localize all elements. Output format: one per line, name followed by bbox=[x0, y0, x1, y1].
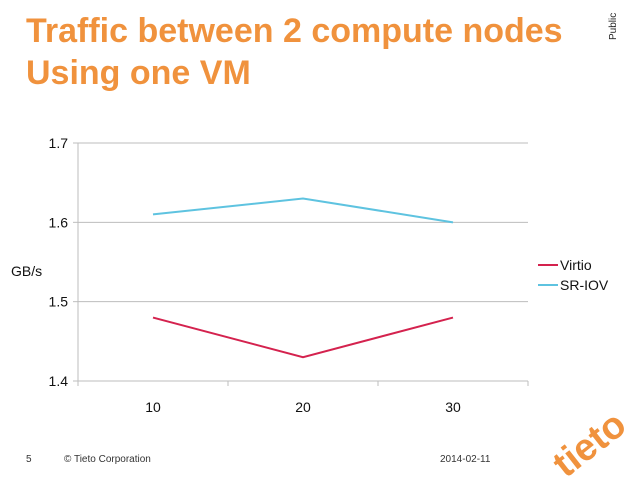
y-tick-label: 1.5 bbox=[49, 294, 69, 310]
series-line-sr-iov bbox=[152, 197, 454, 224]
x-tick-label: 20 bbox=[295, 399, 311, 415]
title-line-2: Using one VM bbox=[26, 54, 251, 92]
y-axis-label: GB/s bbox=[11, 263, 42, 279]
legend-label: SR-IOV bbox=[560, 277, 609, 293]
x-tick-label: 10 bbox=[145, 399, 161, 415]
footer-date: 2014-02-11 bbox=[440, 454, 491, 465]
page-number: 5 bbox=[26, 454, 32, 465]
legend-label: Virtio bbox=[560, 257, 592, 273]
logo-wordmark: tieto bbox=[545, 403, 634, 478]
y-tick-label: 1.4 bbox=[49, 373, 69, 389]
copyright: © Tieto Corporation bbox=[64, 454, 151, 465]
slide-title: Traffic between 2 compute nodes Using on… bbox=[26, 10, 563, 94]
series-lines bbox=[152, 197, 454, 359]
series-line-virtio bbox=[152, 316, 454, 359]
y-tick-label: 1.7 bbox=[49, 135, 69, 151]
x-tick-label: 30 bbox=[445, 399, 461, 415]
tieto-logo: tieto bbox=[545, 403, 634, 478]
y-tick-label: 1.6 bbox=[49, 214, 69, 230]
grid bbox=[78, 142, 528, 382]
axes: 1.4 1.5 1.6 1.7 10 20 30 GB/s bbox=[11, 135, 529, 415]
title-line-1: Traffic between 2 compute nodes bbox=[26, 12, 563, 50]
legend: Virtio SR-IOV bbox=[538, 257, 609, 293]
